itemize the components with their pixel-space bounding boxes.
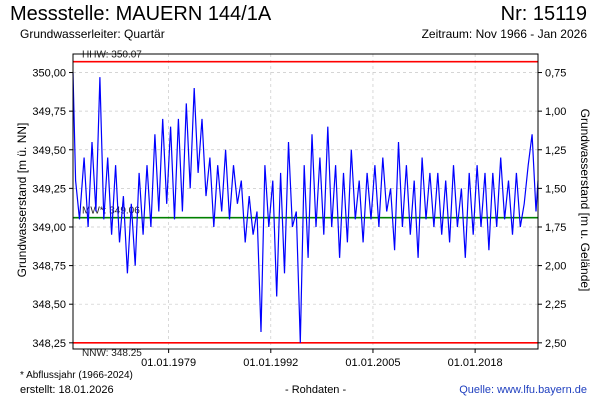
plot-frame xyxy=(72,53,539,350)
axis-layer: 350,00 0,75 349,75 1,00 349,50 1,25 349,25 1,50… xyxy=(32,53,566,369)
x-tick-label: 01.01.2018 xyxy=(448,357,503,369)
station-title: Messstelle: MAUERN 144/1A xyxy=(10,3,272,25)
y-tick-label-left: 349,00 xyxy=(32,222,66,234)
y-tick-label-right: 2,50 xyxy=(545,338,566,350)
ref-label-mw: MW*: 349.06 xyxy=(82,206,140,217)
y-tick-label-left: 349,75 xyxy=(32,106,66,118)
station-number: Nr: 15119 xyxy=(500,3,587,25)
y-tick-label-right: 1,00 xyxy=(545,106,566,118)
x-tick-label: 01.01.1979 xyxy=(141,357,196,369)
series-line xyxy=(72,72,539,343)
y-tick-label-right: 1,25 xyxy=(545,145,566,157)
y-axis-label-right: Grundwasserstand [m u. Gelände] xyxy=(578,109,592,292)
y-tick-label-left: 350,00 xyxy=(32,68,66,80)
y-tick-label-left: 348,25 xyxy=(32,338,66,350)
y-tick-label-left: 348,75 xyxy=(32,261,66,273)
y-tick-label-right: 0,75 xyxy=(545,68,566,80)
x-tick-label: 01.01.1992 xyxy=(243,357,298,369)
aquifer-label: Grundwasserleiter: Quartär xyxy=(20,27,165,41)
y-tick-label-left: 349,50 xyxy=(32,145,66,157)
raw-data-note: - Rohdaten - xyxy=(285,384,347,396)
y-tick-label-right: 1,50 xyxy=(545,183,566,195)
x-tick-label: 01.01.2005 xyxy=(345,357,400,369)
y-tick-label-right: 2,00 xyxy=(545,261,566,273)
footnote: * Abflussjahr (1966-2024) xyxy=(20,370,133,381)
y-tick-label-right: 2,25 xyxy=(545,299,566,311)
grid-layer xyxy=(73,54,538,349)
y-axis-label-left: Grundwasserstand [m ü. NN] xyxy=(15,123,29,278)
ref-label-nnw: NNW: 348.25 xyxy=(82,348,142,359)
period-label: Zeitraum: Nov 1966 - Jan 2026 xyxy=(421,27,587,41)
y-tick-label-left: 348,50 xyxy=(32,299,66,311)
source-link[interactable]: Quelle: www.lfu.bayern.de xyxy=(459,384,587,396)
ref-label-hhw: HHW: 350.07 xyxy=(82,50,142,61)
created-date: erstellt: 18.01.2026 xyxy=(20,384,114,396)
y-tick-label-right: 1,75 xyxy=(545,222,566,234)
y-tick-label-left: 349,25 xyxy=(32,183,66,195)
